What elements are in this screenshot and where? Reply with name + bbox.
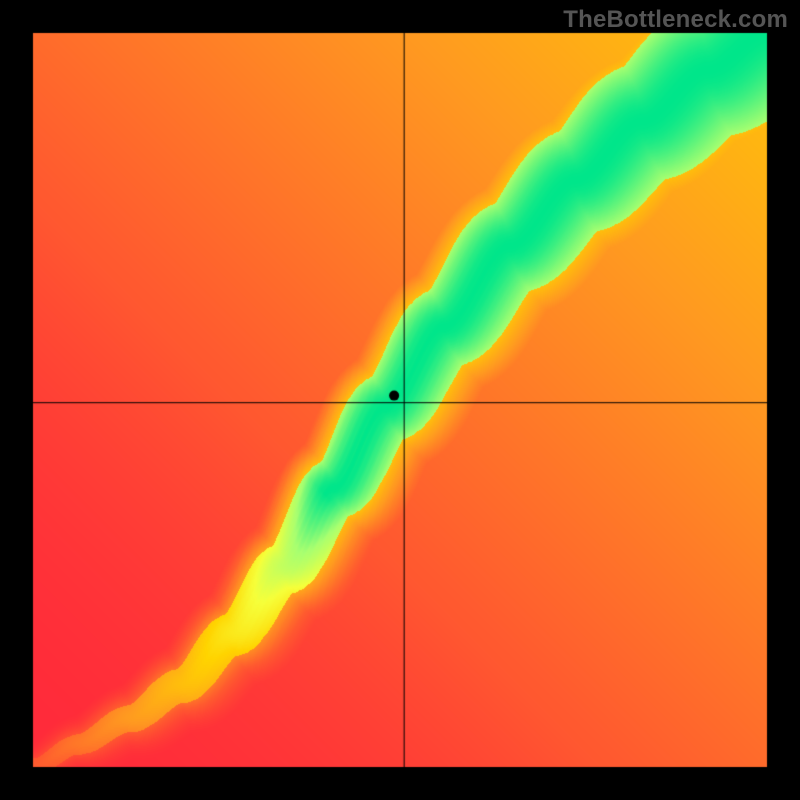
watermark-text: TheBottleneck.com <box>563 6 788 34</box>
heatmap-canvas <box>0 0 800 800</box>
chart-container: TheBottleneck.com <box>0 0 800 800</box>
